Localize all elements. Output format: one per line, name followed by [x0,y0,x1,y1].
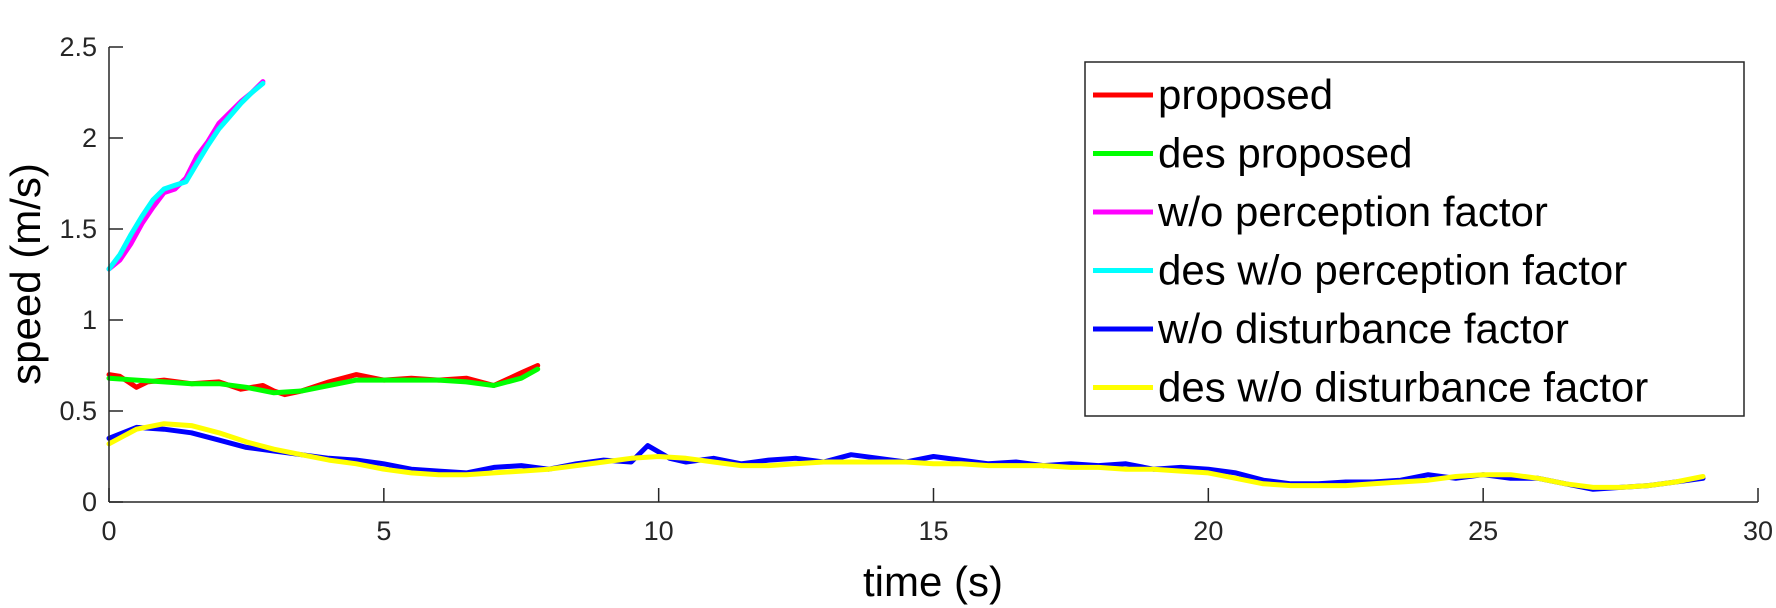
y-tick-label: 1.5 [59,214,97,244]
legend-label-0: proposed [1158,71,1333,118]
x-tick-label: 10 [644,516,674,546]
y-tick-label: 2.5 [59,32,97,62]
x-axis-title: time (s) [863,558,1003,605]
x-tick-label: 20 [1193,516,1223,546]
y-tick-label: 0.5 [59,396,97,426]
x-tick-label: 15 [918,516,948,546]
series-layer [106,79,1706,492]
legend-label-4: w/o disturbance factor [1157,305,1569,352]
series-line-1 [106,366,541,396]
y-tick-label: 2 [82,123,97,153]
y-tick-label: 0 [82,487,97,517]
y-tick-label: 1 [82,305,97,335]
y-axis-title: speed (m/s) [2,163,49,385]
legend: proposed des proposed w/o perception facto… [1084,61,1745,417]
legend-label-2: w/o perception factor [1157,188,1548,235]
series-line-3 [106,80,266,272]
series-line-5 [106,421,1706,490]
legend-box [1084,61,1745,417]
x-tick-label: 25 [1468,516,1498,546]
x-tick-label: 5 [376,516,391,546]
legend-label-3: des w/o perception factor [1158,247,1627,294]
legend-label-1: des proposed [1158,130,1413,177]
legend-label-5: des w/o disturbance factor [1158,364,1648,411]
x-tick-label: 30 [1743,516,1773,546]
ticks-layer: 0 5 10 15 20 25 30 0 0.5 1 1.5 2 2.5 [59,32,1773,546]
x-tick-label: 0 [101,516,116,546]
